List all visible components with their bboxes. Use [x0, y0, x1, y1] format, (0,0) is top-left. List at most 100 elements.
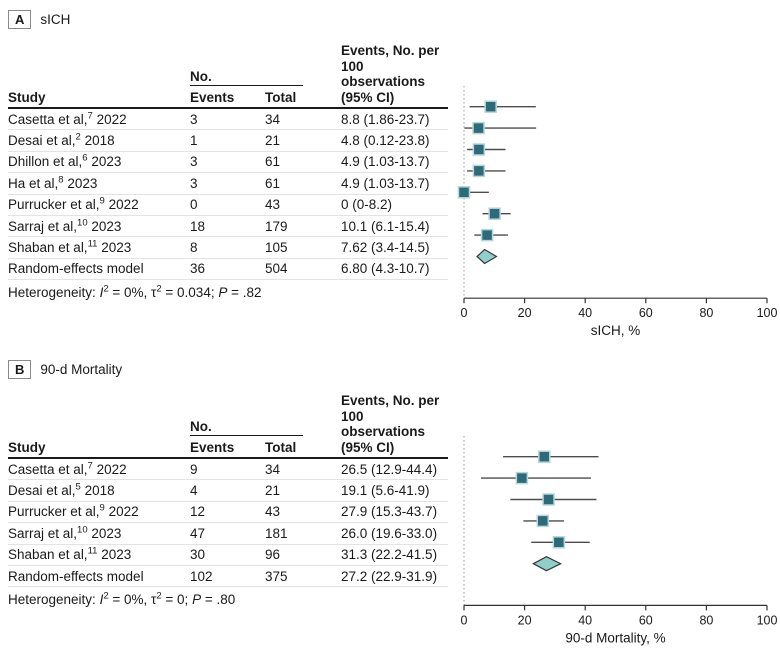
table-header: Study No. Events Total Events, No. per 1…: [8, 43, 448, 109]
study-label: Sarraj et al,10 2023: [8, 217, 122, 234]
x-axis-label: 90-d Mortality, %: [565, 630, 665, 645]
x-tick-label: 60: [639, 306, 653, 320]
study-label: Dhillon et al,6 2023: [8, 152, 122, 170]
x-tick-label: 100: [757, 613, 778, 627]
events-value: 102: [190, 568, 213, 584]
study-row: Sarraj et al,10 2023 47 181 26.0 (19.6-33.0…: [8, 523, 448, 545]
forest-plot-b: 0 20 40 60 80 100 90-d Mortality, %: [461, 436, 778, 645]
study-row: Casetta et al,7 2022 9 34 26.5 (12.9-44.4): [8, 459, 448, 481]
ci-text: 31.3 (22.2-41.5): [341, 547, 438, 563]
x-tick-label: 100: [757, 306, 778, 320]
total-value: 179: [265, 218, 288, 234]
point-estimate-marker: [552, 536, 566, 549]
panel-a-letter: A: [8, 9, 32, 29]
forest-plot-a: 0 20 40 60 80 100 sICH, %: [457, 86, 778, 338]
study-row: Casetta et al,7 2022 3 34 8.8 (1.86-23.7): [8, 109, 448, 131]
table-header: Study No. Events Total Events, No. per 1…: [8, 393, 448, 459]
heterogeneity-note: Heterogeneity: I2 = 0%, τ2 = 0.034; P = …: [8, 283, 262, 301]
panel-b-title: 90-d Mortality: [40, 361, 123, 377]
point-estimate-marker: [542, 493, 555, 506]
panel-b-table: Study No. Events Total Events, No. per 1…: [8, 393, 448, 610]
column-header-events: Events: [190, 90, 235, 105]
x-tick-label: 60: [639, 613, 653, 627]
ci-text: 10.1 (6.1-15.4): [341, 218, 430, 234]
ci-text: 0 (0-8.2): [341, 197, 393, 213]
ci-text: 7.62 (3.4-14.5): [341, 240, 430, 256]
events-value: 3: [190, 111, 198, 127]
x-tick-label: 20: [518, 306, 532, 320]
ci-text: 19.1 (5.6-41.9): [341, 483, 430, 499]
events-value: 8: [190, 240, 198, 256]
column-header-total: Total: [265, 440, 297, 455]
events-value: 0: [190, 197, 198, 213]
x-axis-label: sICH, %: [591, 323, 641, 338]
total-value: 34: [265, 461, 281, 477]
pooled-diamond: [476, 248, 498, 265]
study-label: Desai et al,5 2018: [8, 481, 115, 499]
total-value: 21: [265, 133, 281, 149]
study-row: Purrucker et al,9 2022 0 43 0 (0-8.2): [8, 195, 448, 216]
panel-b-header: B 90-d Mortality: [8, 358, 780, 380]
events-value: 3: [190, 175, 198, 191]
total-value: 43: [265, 504, 281, 520]
study-label: Random-effects model: [8, 568, 144, 584]
column-header-study: Study: [8, 90, 46, 105]
total-value: 96: [265, 547, 281, 563]
events-value: 12: [190, 504, 206, 520]
panel-a-table: Study No. Events Total Events, No. per 1…: [8, 43, 448, 303]
table-body: Casetta et al,7 2022 3 34 8.8 (1.86-23.7) De…: [8, 109, 448, 281]
events-value: 18: [190, 218, 206, 234]
study-label: Shaban et al,11 2023: [8, 545, 132, 563]
total-value: 21: [265, 483, 281, 499]
ci-text: 4.9 (1.03-13.7): [341, 175, 430, 191]
ci-text: 27.2 (22.9-31.9): [341, 568, 438, 584]
point-estimate-marker: [488, 207, 501, 220]
x-tick-label: 40: [578, 613, 592, 627]
column-header-ci: Events, No. per 100 observations (95% CI…: [341, 43, 440, 105]
x-tick-label: 80: [699, 613, 713, 627]
study-label: Casetta et al,7 2022: [8, 460, 127, 477]
study-label: Sarraj et al,10 2023: [8, 524, 122, 541]
study-row: Ha et al,8 2023 3 61 4.9 (1.03-13.7): [8, 173, 448, 195]
column-group-no: No. Events Total: [190, 419, 341, 455]
point-estimate-marker: [536, 514, 550, 528]
x-tick-label: 0: [461, 613, 468, 627]
column-header-study: Study: [8, 440, 46, 455]
pooled-row: Random-effects model 36 504 6.80 (4.3-10.7): [8, 259, 448, 281]
study-label: Random-effects model: [8, 261, 144, 277]
ci-text: 27.9 (15.3-43.7): [341, 504, 438, 520]
x-tick-label: 20: [518, 613, 532, 627]
ci-text: 8.8 (1.86-23.7): [341, 111, 430, 127]
pooled-row: Random-effects model 102 375 27.2 (22.9-31.…: [8, 566, 448, 588]
total-value: 504: [265, 261, 288, 277]
study-label: Shaban et al,11 2023: [8, 238, 132, 256]
table-body: Casetta et al,7 2022 9 34 26.5 (12.9-44.4) D…: [8, 459, 448, 588]
point-estimate-marker: [472, 121, 485, 135]
total-value: 181: [265, 525, 288, 541]
events-value: 47: [190, 525, 206, 541]
study-label: Casetta et al,7 2022: [8, 110, 127, 127]
ci-text: 6.80 (4.3-10.7): [341, 261, 430, 277]
column-header-no: No.: [190, 69, 303, 86]
ci-text: 26.0 (19.6-33.0): [341, 525, 438, 541]
total-value: 61: [265, 175, 281, 191]
study-label: Ha et al,8 2023: [8, 174, 98, 191]
x-tick-label: 0: [461, 306, 468, 320]
point-estimate-marker: [472, 143, 486, 156]
ci-text: 26.5 (12.9-44.4): [341, 461, 438, 477]
column-header-ci: Events, No. per 100 observations (95% CI…: [341, 393, 440, 455]
point-estimate-marker: [515, 471, 529, 485]
point-estimate-marker: [472, 164, 486, 178]
column-header-events: Events: [190, 440, 235, 455]
panel-a-body: Study No. Events Total Events, No. per 1…: [8, 43, 780, 344]
pooled-diamond: [532, 556, 563, 572]
events-value: 36: [190, 261, 206, 277]
heterogeneity-note: Heterogeneity: I2 = 0%, τ2 = 0; P = .80: [8, 590, 236, 608]
study-row: Desai et al,5 2018 4 21 19.1 (5.6-41.9): [8, 480, 448, 502]
point-estimate-marker: [538, 450, 551, 463]
panel-b-body: Study No. Events Total Events, No. per 1…: [8, 393, 780, 651]
study-row: Desai et al,2 2018 1 21 4.8 (0.12-23.8): [8, 130, 448, 152]
x-tick-label: 40: [578, 306, 592, 320]
panel-b-letter: B: [8, 359, 32, 379]
total-value: 43: [265, 197, 281, 213]
